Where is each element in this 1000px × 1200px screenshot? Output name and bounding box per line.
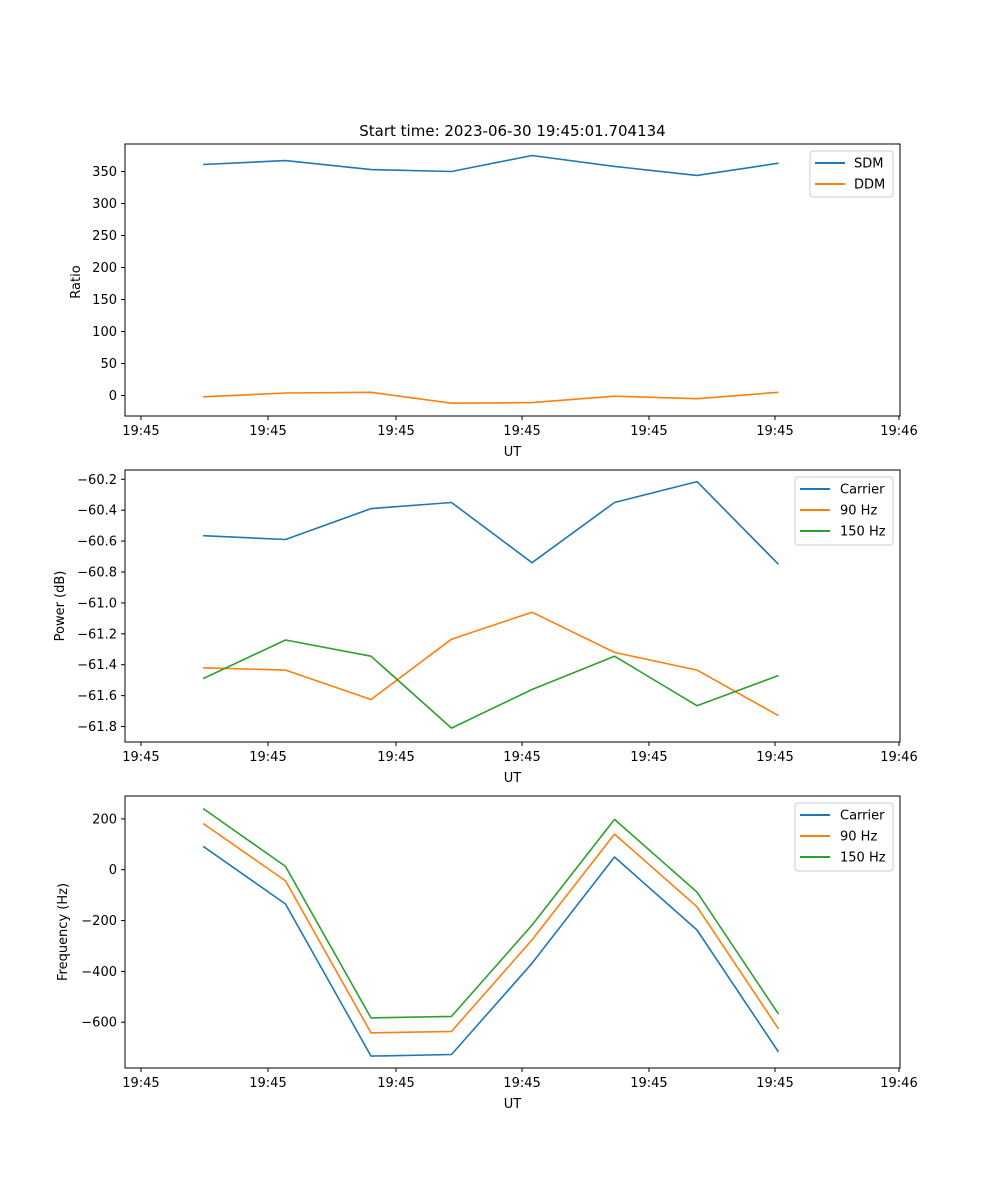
frequency-x-tick-label: 19:45 [122,1076,159,1091]
power-plot-area [202,480,780,729]
frequency-y-ticks: −600 −400 −200 0 200 [81,812,125,1031]
power-series-line-carrier [203,480,780,565]
ratio-y-ticks: 0 50 100 150 200 250 300 350 [92,165,125,404]
power-legend-label-90hz: 90 Hz [840,504,877,519]
ratio-y-tick-label: 350 [92,165,117,180]
ratio-y-tick-label: 50 [100,357,117,372]
power-y-tick-label: −61.2 [77,627,117,642]
panel-ratio: 19:45 19:45 19:45 19:45 19:45 19:45 19:46 0 50 1… [69,143,918,460]
frequency-series-line-90hz [202,822,780,1034]
frequency-x-tick-label: 19:45 [503,1076,540,1091]
power-y-tick-label: −61.6 [77,689,117,704]
power-series-line-150hz [202,639,779,729]
power-x-tick-label: 19:45 [756,750,793,765]
power-y-ticks: −61.8 −61.6 −61.4 −61.2 −61.0 −60.8 −60.6 −60.4… [77,473,125,735]
power-y-tick-label: −60.8 [77,566,117,581]
ratio-y-tick-label: 250 [92,229,117,244]
power-x-tick-label: 19:45 [249,750,286,765]
frequency-y-tick-label: 0 [109,863,117,878]
power-legend-label-150hz: 150 Hz [840,525,886,540]
power-x-tick-label: 19:46 [880,750,917,765]
panel-power: 19:45 19:45 19:45 19:45 19:45 19:45 19:46 −61.… [53,469,918,786]
frequency-y-tick-label: −400 [81,965,117,980]
frequency-legend-label-90hz: 90 Hz [840,830,877,845]
power-y-tick-label: −60.4 [77,504,117,519]
power-y-tick-label: −60.6 [77,535,117,550]
frequency-x-tick-label: 19:45 [630,1076,667,1091]
ratio-legend-label-ddm: DDM [854,178,885,193]
ratio-plot-area [203,154,779,405]
frequency-legend-box [794,802,894,872]
ratio-x-ticks: 19:45 19:45 19:45 19:45 19:45 19:45 19:46 [122,416,918,439]
frequency-legend: Carrier 90 Hz 150 Hz [794,802,894,872]
power-x-tick-label: 19:45 [377,750,414,765]
frequency-series-line-carrier [202,845,780,1057]
power-y-axis-label: Power (dB) [53,571,68,642]
frequency-y-axis-label: Frequency (Hz) [56,883,71,981]
frequency-x-ticks: 19:45 19:45 19:45 19:45 19:45 19:45 19:46 [122,1068,918,1091]
power-y-tick-label: −60.2 [77,473,117,488]
ratio-axes-frame [124,143,901,417]
power-x-tick-label: 19:45 [122,750,159,765]
frequency-series-line-150hz [202,807,780,1019]
frequency-axes-frame [124,795,901,1069]
ratio-x-tick-label: 19:46 [880,424,917,439]
ratio-series-line-sdm [203,154,779,177]
frequency-plot-area [202,807,780,1057]
frequency-x-tick-label: 19:45 [756,1076,793,1091]
power-series-line-90hz [203,611,779,717]
ratio-x-tick-label: 19:45 [630,424,667,439]
frequency-legend-label-150hz: 150 Hz [840,851,886,866]
ratio-x-tick-label: 19:45 [377,424,414,439]
ratio-x-axis-label: UT [504,445,522,460]
power-legend-label-carrier: Carrier [840,483,885,498]
power-x-ticks: 19:45 19:45 19:45 19:45 19:45 19:45 19:46 [122,742,918,765]
frequency-y-tick-label: −200 [81,914,117,929]
panel-frequency: 19:45 19:45 19:45 19:45 19:45 19:45 19:46 −600… [56,795,918,1112]
frequency-y-tick-label: −600 [81,1016,117,1031]
frequency-x-tick-label: 19:45 [249,1076,286,1091]
power-y-tick-label: −61.0 [77,596,117,611]
ratio-y-tick-label: 100 [92,325,117,340]
ratio-x-tick-label: 19:45 [756,424,793,439]
ratio-y-tick-label: 0 [109,389,117,404]
power-legend-box [794,476,894,546]
ratio-x-tick-label: 19:45 [503,424,540,439]
ratio-y-tick-label: 150 [92,293,117,308]
frequency-legend-label-carrier: Carrier [840,809,885,824]
power-y-tick-label: −61.4 [77,658,117,673]
frequency-x-axis-label: UT [504,1097,522,1112]
ratio-y-tick-label: 300 [92,197,117,212]
frequency-x-tick-label: 19:45 [377,1076,414,1091]
power-axes-frame [124,469,901,743]
ratio-legend-label-sdm: SDM [854,157,883,172]
power-x-tick-label: 19:45 [503,750,540,765]
frequency-y-tick-label: 200 [92,812,117,827]
frequency-x-tick-label: 19:46 [880,1076,917,1091]
power-legend: Carrier 90 Hz 150 Hz [794,476,894,546]
ratio-x-tick-label: 19:45 [122,424,159,439]
power-x-tick-label: 19:45 [630,750,667,765]
chart-title: Start time: 2023-06-30 19:45:01.704134 [359,122,665,140]
ratio-y-axis-label: Ratio [69,265,84,298]
power-y-tick-label: −61.8 [77,720,117,735]
ratio-y-tick-label: 200 [92,261,117,276]
ratio-x-tick-label: 19:45 [249,424,286,439]
ratio-series-line-ddm [203,391,779,405]
power-x-axis-label: UT [504,771,522,786]
ratio-legend: SDM DDM [809,150,894,198]
